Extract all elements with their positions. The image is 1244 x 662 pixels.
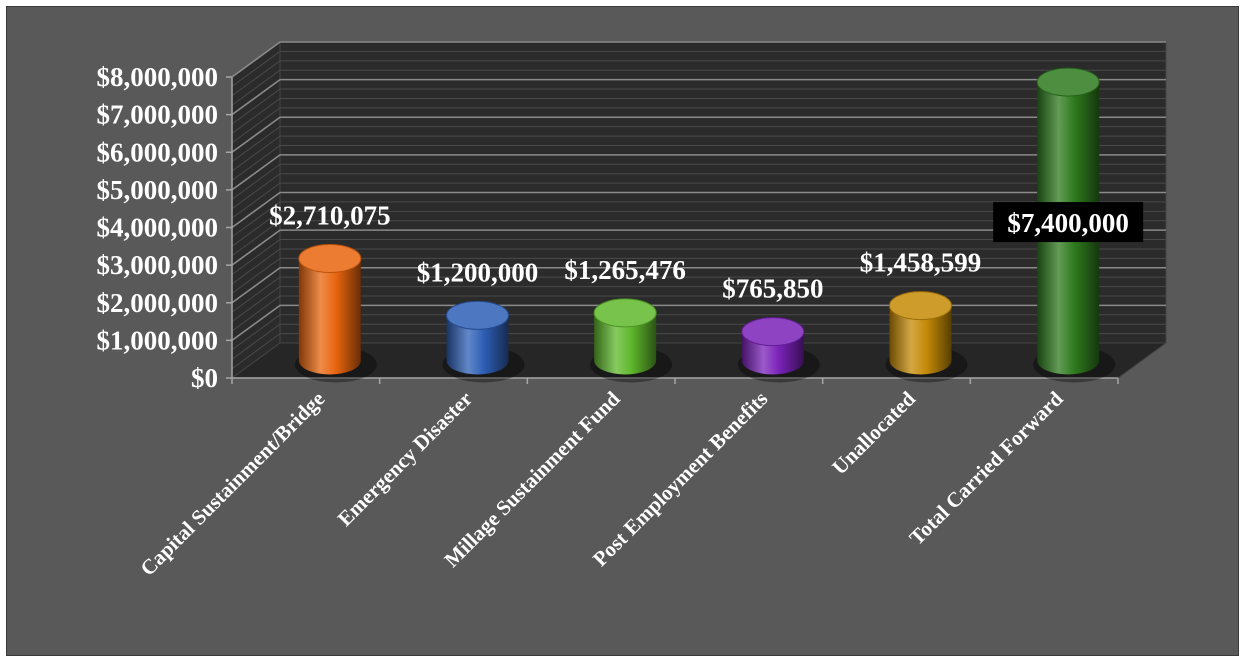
y-tick-label: $3,000,000 xyxy=(97,250,219,280)
data-label: $765,850 xyxy=(722,274,823,304)
major-gridline xyxy=(231,78,1166,116)
x-tick-label: Capital Sustainment/Bridge xyxy=(135,387,329,581)
data-label: $2,710,075 xyxy=(269,201,391,231)
y-tick-label: $8,000,000 xyxy=(97,62,219,92)
x-tick-label: Post Employment Benefits xyxy=(588,387,772,571)
bar-top xyxy=(446,300,509,330)
major-gridline xyxy=(231,41,1166,78)
major-gridline xyxy=(231,191,1166,229)
bar-body xyxy=(741,331,804,375)
axes xyxy=(226,76,1119,384)
minor-gridline xyxy=(231,295,1166,332)
minor-gridline xyxy=(231,323,1166,360)
bar-top xyxy=(298,244,362,274)
minor-gridline xyxy=(231,333,1166,369)
major-gridline xyxy=(231,116,1166,153)
y-tick-label: $6,000,000 xyxy=(97,137,219,167)
bar-3 xyxy=(737,317,820,383)
bar-body xyxy=(594,312,657,375)
data-label: $7,400,000 xyxy=(1007,208,1129,238)
minor-gridline xyxy=(231,286,1166,322)
minor-gridline xyxy=(231,276,1166,313)
y-tick-label: $0 xyxy=(191,363,218,393)
major-gridline xyxy=(231,154,1166,191)
x-tick-label: Unallocated xyxy=(827,386,920,479)
y-tick-label: $2,000,000 xyxy=(97,288,219,318)
bar-top xyxy=(593,298,657,328)
x-tick-label: Total Carried Forward xyxy=(904,386,1067,549)
major-gridline xyxy=(231,304,1166,342)
bar-body xyxy=(446,315,509,375)
major-gridline xyxy=(231,229,1166,266)
data-labels: $2,710,075 $1,200,000 $1,265,476 $765,850 $1… xyxy=(269,201,1144,304)
gridlines xyxy=(231,41,1166,369)
minor-gridline xyxy=(231,173,1166,210)
y-tick-label: $4,000,000 xyxy=(97,213,219,243)
data-label-box xyxy=(993,202,1144,243)
minor-gridline xyxy=(231,182,1166,219)
major-gridline xyxy=(231,266,1166,304)
bar-top xyxy=(741,317,805,347)
minor-gridline xyxy=(231,257,1166,294)
bar-2 xyxy=(590,298,673,383)
minor-gridline xyxy=(231,88,1166,125)
minor-gridline xyxy=(231,126,1166,163)
bar-4 xyxy=(885,291,968,383)
y-tick-label: $7,000,000 xyxy=(97,100,219,130)
data-label: $1,200,000 xyxy=(417,257,539,287)
minor-gridline xyxy=(231,144,1166,181)
bar-1 xyxy=(442,300,525,383)
minor-gridline xyxy=(231,201,1166,238)
minor-gridline xyxy=(231,135,1166,172)
data-label: $1,265,476 xyxy=(564,255,686,285)
y-tick-label: $1,000,000 xyxy=(97,325,219,355)
bar-body xyxy=(298,258,361,375)
minor-gridline xyxy=(231,50,1166,87)
bar-body xyxy=(889,305,952,375)
y-tick-label: $5,000,000 xyxy=(97,175,219,205)
minor-gridline xyxy=(231,163,1166,200)
minor-gridline xyxy=(231,60,1166,97)
minor-gridline xyxy=(231,210,1166,247)
minor-gridline xyxy=(231,220,1166,257)
bar-top xyxy=(889,291,952,321)
data-label: $1,458,599 xyxy=(860,248,982,278)
minor-gridline xyxy=(231,248,1166,285)
x-axis-category-labels: Capital Sustainment/Bridge Emergency Disa… xyxy=(135,386,1067,580)
minor-gridline xyxy=(231,107,1166,144)
y-axis-tick-labels: $0 $1,000,000 $2,000,000 $3,000,000 $4,000,0… xyxy=(97,62,219,393)
minor-gridline xyxy=(231,239,1166,275)
minor-gridline xyxy=(231,314,1166,351)
minor-gridline xyxy=(231,69,1166,106)
minor-gridline xyxy=(231,97,1166,134)
x-tick-label: Emergency Disaster xyxy=(333,387,477,531)
bar-0 xyxy=(294,244,377,383)
bar-top xyxy=(1036,67,1100,97)
